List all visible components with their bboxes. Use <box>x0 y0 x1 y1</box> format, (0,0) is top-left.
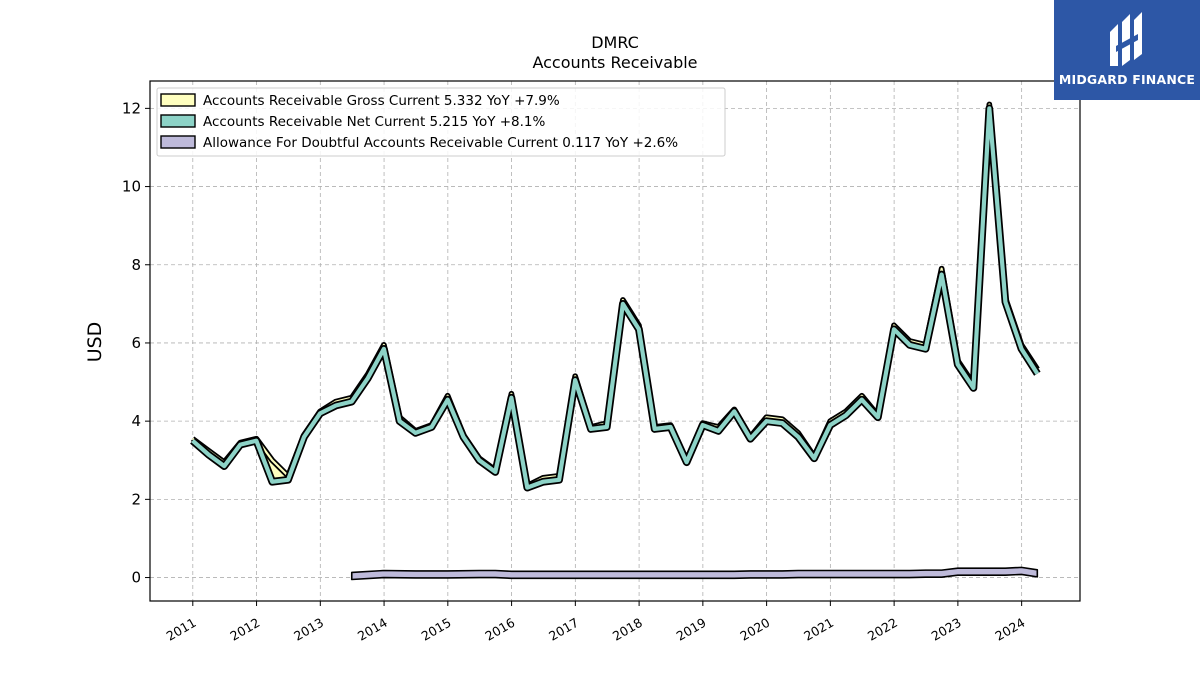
x-tick-label: 2017 <box>546 615 581 644</box>
plot-frame <box>149 80 1081 602</box>
series-band-allowance <box>350 566 1039 581</box>
x-tick-label: 2011 <box>164 615 199 644</box>
legend-swatch <box>160 93 196 107</box>
y-axis-label: USD <box>84 322 106 363</box>
legend: Accounts Receivable Gross Current 5.332 … <box>156 87 726 157</box>
y-tick-label: 12 <box>122 99 141 117</box>
gross-net-band <box>192 104 1038 488</box>
legend-label: Accounts Receivable Gross Current 5.332 … <box>203 93 560 109</box>
x-tick-label: 2022 <box>865 615 900 644</box>
series-line-gross-outline <box>190 101 1040 489</box>
x-tick-label: 2020 <box>737 615 772 644</box>
series-line-net-outline <box>190 104 1041 492</box>
x-tick-label: 2023 <box>929 615 964 644</box>
legend-label: Allowance For Doubtful Accounts Receivab… <box>203 135 678 151</box>
y-tick-label: 10 <box>122 178 141 196</box>
legend-label: Accounts Receivable Net Current 5.215 Yo… <box>203 114 546 130</box>
legend-swatch <box>160 135 196 149</box>
series-line-net <box>191 106 1040 490</box>
x-tick-label: 2024 <box>992 615 1027 644</box>
legend-box <box>156 87 726 157</box>
series-line-gross <box>191 103 1039 487</box>
y-ticks: 0 2 4 6 8 10 12 <box>122 99 150 587</box>
chart-title: DMRC <box>591 33 639 52</box>
x-tick-label: 2019 <box>674 615 709 644</box>
y-tick-label: 0 <box>131 569 141 587</box>
y-tick-label: 2 <box>131 490 141 508</box>
x-tick-label: 2013 <box>291 615 326 644</box>
series-layer <box>190 101 1041 581</box>
y-tick-label: 6 <box>131 334 141 352</box>
x-tick-label: 2015 <box>419 615 454 644</box>
chart-subtitle: Accounts Receivable <box>532 53 697 72</box>
x-tick-label: 2012 <box>227 615 262 644</box>
x-ticks: 2011 2012 2013 2014 2015 2016 2017 2018 2019 2020… <box>164 601 1028 644</box>
brand-logo: MIDGARD FINANCE <box>1054 0 1200 100</box>
x-tick-label: 2016 <box>482 615 517 644</box>
x-tick-label: 2021 <box>801 615 836 644</box>
x-tick-label: 2014 <box>355 615 390 644</box>
y-tick-label: 4 <box>131 412 141 430</box>
x-tick-label: 2018 <box>610 615 645 644</box>
logo-text: MIDGARD FINANCE <box>1058 72 1196 87</box>
y-tick-label: 8 <box>131 256 141 274</box>
midgard-logo-icon <box>1110 12 1142 66</box>
legend-swatch <box>160 114 196 128</box>
